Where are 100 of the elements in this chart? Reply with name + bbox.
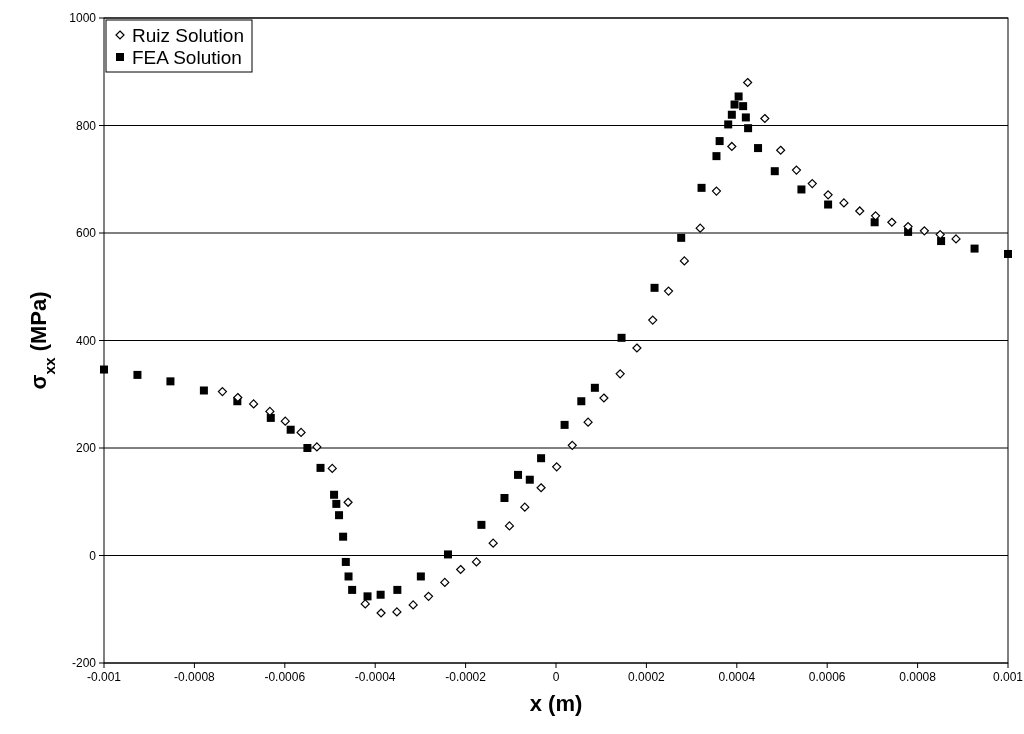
point bbox=[341, 557, 350, 566]
point bbox=[443, 550, 452, 559]
point bbox=[650, 283, 659, 292]
x-tick-label: -0.0002 bbox=[445, 670, 487, 684]
point bbox=[919, 226, 929, 236]
point bbox=[632, 343, 642, 353]
point bbox=[663, 286, 674, 296]
point bbox=[712, 152, 721, 161]
point bbox=[839, 198, 849, 208]
point bbox=[560, 420, 569, 429]
point bbox=[791, 165, 802, 175]
point bbox=[199, 386, 208, 395]
point bbox=[615, 369, 625, 379]
point bbox=[711, 186, 722, 196]
point bbox=[807, 178, 817, 189]
point bbox=[577, 397, 586, 406]
point bbox=[217, 386, 228, 397]
point bbox=[724, 120, 733, 129]
point bbox=[249, 399, 259, 409]
point bbox=[440, 577, 450, 587]
y-tick-label: 600 bbox=[75, 226, 97, 241]
point bbox=[734, 92, 743, 101]
y-tick-label: 0 bbox=[89, 548, 97, 563]
point bbox=[744, 124, 753, 133]
point bbox=[855, 206, 865, 216]
point bbox=[743, 77, 753, 88]
x-tick-label: 0.0004 bbox=[718, 670, 756, 684]
point bbox=[233, 392, 243, 403]
x-tick-label: -0.0008 bbox=[174, 670, 216, 684]
point bbox=[715, 137, 724, 146]
point bbox=[312, 442, 322, 452]
point bbox=[500, 493, 509, 502]
point bbox=[677, 233, 686, 242]
y-tick-label: 400 bbox=[75, 333, 97, 348]
point bbox=[730, 100, 739, 109]
point bbox=[316, 463, 325, 472]
y-tick-label: 800 bbox=[75, 118, 97, 133]
legend-label: Ruiz Solution bbox=[132, 24, 244, 46]
point bbox=[348, 585, 357, 594]
point bbox=[166, 377, 175, 386]
legend-label: FEA Solution bbox=[132, 46, 242, 68]
x-tick-label: -0.0004 bbox=[354, 670, 396, 684]
point bbox=[679, 256, 689, 266]
point bbox=[408, 600, 418, 610]
point bbox=[741, 113, 750, 122]
point bbox=[754, 144, 763, 153]
point bbox=[514, 470, 523, 479]
point bbox=[727, 110, 736, 119]
point bbox=[823, 190, 833, 200]
point bbox=[471, 557, 482, 567]
point bbox=[797, 185, 806, 194]
point bbox=[327, 463, 337, 474]
x-tick-label: 0.0008 bbox=[899, 670, 937, 684]
x-tick-label: 0 bbox=[552, 670, 560, 684]
point bbox=[456, 564, 466, 575]
point bbox=[520, 502, 530, 512]
point bbox=[599, 393, 609, 403]
point bbox=[100, 365, 108, 374]
point bbox=[504, 521, 515, 531]
point bbox=[590, 383, 599, 392]
point bbox=[330, 490, 339, 499]
point bbox=[1004, 249, 1012, 258]
point bbox=[697, 183, 706, 192]
point bbox=[339, 532, 348, 541]
point bbox=[343, 497, 353, 507]
point bbox=[824, 200, 833, 209]
point bbox=[536, 483, 546, 493]
point bbox=[552, 462, 562, 472]
point bbox=[133, 370, 142, 379]
point bbox=[392, 607, 402, 617]
x-tick-label: 0.0006 bbox=[808, 670, 846, 684]
point bbox=[887, 217, 897, 227]
point bbox=[335, 511, 344, 520]
y-tick-label: -200 bbox=[71, 656, 97, 671]
point bbox=[648, 315, 658, 325]
point bbox=[970, 244, 979, 253]
point bbox=[265, 406, 275, 417]
point bbox=[416, 572, 425, 581]
point bbox=[488, 538, 498, 548]
point bbox=[296, 427, 306, 438]
point bbox=[280, 416, 290, 426]
y-tick-label: 200 bbox=[75, 441, 97, 456]
x-tick-label: 0.0002 bbox=[628, 670, 666, 684]
point bbox=[360, 599, 370, 609]
x-tick-label: -0.001 bbox=[86, 670, 122, 684]
point bbox=[286, 425, 295, 434]
point bbox=[393, 585, 402, 594]
point bbox=[951, 234, 961, 244]
point bbox=[739, 102, 748, 111]
point bbox=[617, 333, 626, 342]
point bbox=[477, 520, 486, 529]
point bbox=[760, 113, 770, 124]
point bbox=[376, 590, 385, 599]
point bbox=[266, 413, 275, 422]
y-tick-label: 1000 bbox=[69, 11, 97, 26]
point bbox=[525, 475, 534, 484]
point bbox=[537, 454, 546, 463]
point bbox=[583, 417, 593, 427]
x-tick-label: -0.0006 bbox=[264, 670, 306, 684]
x-tick-label: 0.001 bbox=[992, 670, 1024, 684]
